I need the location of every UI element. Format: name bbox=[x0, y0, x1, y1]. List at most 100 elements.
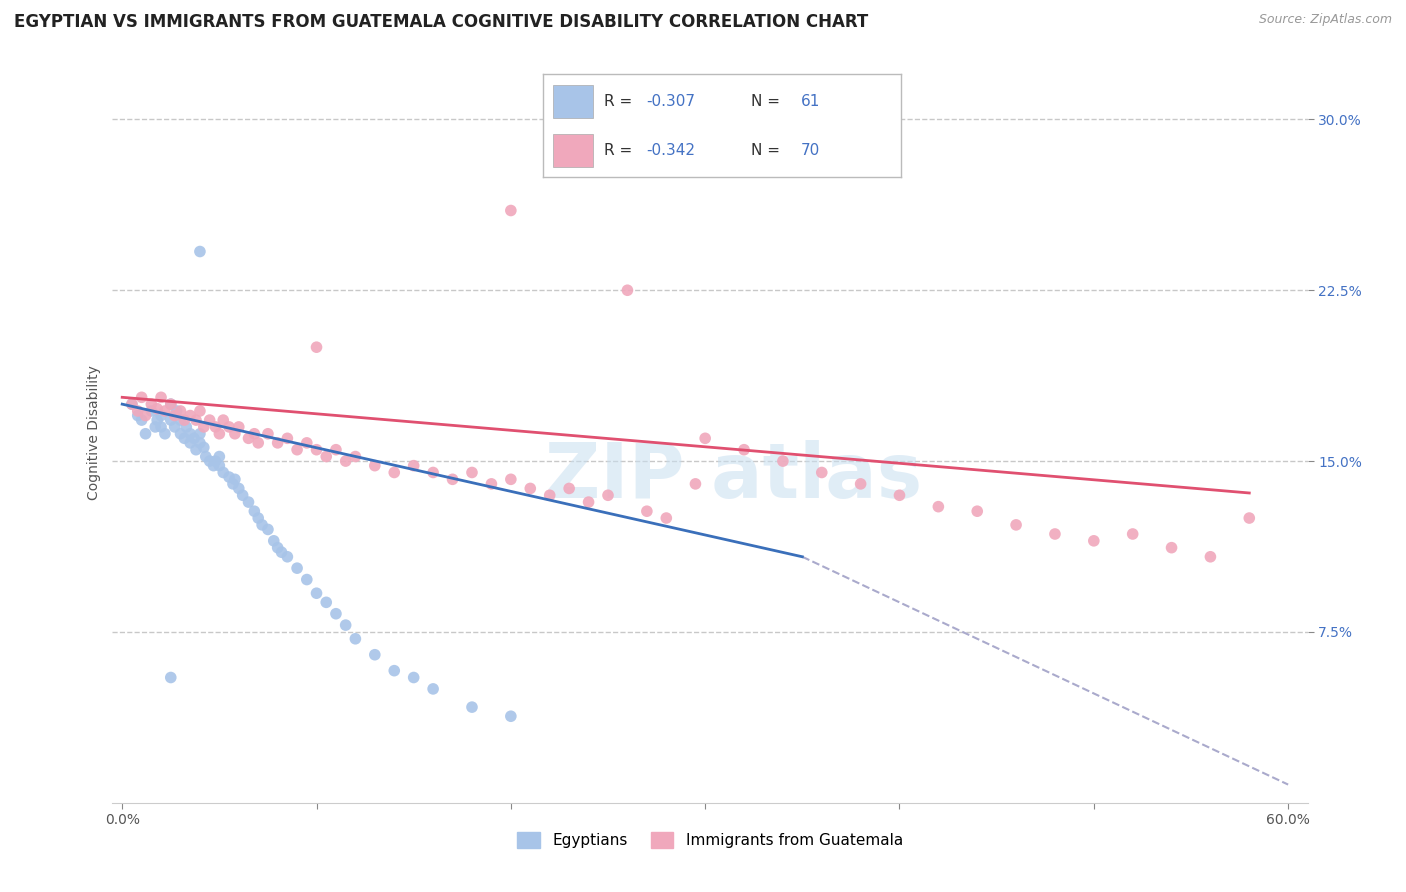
Point bbox=[159, 671, 181, 685]
Point bbox=[344, 632, 367, 646]
Point bbox=[422, 466, 444, 480]
Point bbox=[188, 435, 211, 450]
Point bbox=[179, 435, 201, 450]
Text: ZIP atlas: ZIP atlas bbox=[546, 440, 922, 514]
Point bbox=[499, 472, 522, 486]
Point bbox=[266, 435, 288, 450]
Point bbox=[1083, 533, 1105, 548]
Point bbox=[382, 664, 405, 678]
Point bbox=[163, 420, 186, 434]
Point bbox=[150, 409, 173, 423]
Point bbox=[499, 203, 522, 218]
Point bbox=[173, 413, 195, 427]
Point bbox=[276, 549, 298, 564]
Point bbox=[596, 488, 619, 502]
Point bbox=[204, 420, 226, 434]
Point bbox=[636, 504, 658, 518]
Point bbox=[335, 618, 357, 632]
Point bbox=[222, 476, 245, 491]
Point bbox=[325, 607, 347, 621]
Point bbox=[243, 426, 266, 441]
Point bbox=[305, 586, 328, 600]
Point bbox=[146, 413, 169, 427]
Point bbox=[153, 426, 176, 441]
Point bbox=[150, 420, 173, 434]
Point bbox=[461, 700, 484, 714]
Point bbox=[325, 442, 347, 457]
Point bbox=[183, 431, 205, 445]
Point bbox=[159, 397, 181, 411]
Point bbox=[461, 466, 484, 480]
Point bbox=[179, 409, 201, 423]
Point bbox=[188, 244, 211, 259]
Point bbox=[519, 482, 541, 496]
Text: Source: ZipAtlas.com: Source: ZipAtlas.com bbox=[1258, 13, 1392, 27]
Point bbox=[305, 340, 328, 354]
Point bbox=[193, 420, 215, 434]
Point bbox=[146, 401, 169, 416]
Point bbox=[285, 561, 308, 575]
Point bbox=[150, 390, 173, 404]
Point bbox=[578, 495, 600, 509]
Point bbox=[184, 413, 207, 427]
Point bbox=[481, 476, 503, 491]
Point bbox=[194, 450, 217, 464]
Point bbox=[176, 420, 198, 434]
Point bbox=[247, 511, 270, 525]
Point bbox=[238, 431, 260, 445]
Point bbox=[212, 413, 235, 427]
Point bbox=[141, 397, 163, 411]
Point bbox=[208, 426, 231, 441]
Point bbox=[198, 454, 221, 468]
Point bbox=[257, 523, 280, 537]
Point bbox=[228, 482, 250, 496]
Point bbox=[127, 409, 149, 423]
Point bbox=[263, 533, 285, 548]
Point bbox=[364, 648, 387, 662]
Point bbox=[184, 442, 207, 457]
Point bbox=[208, 450, 231, 464]
Point bbox=[315, 595, 337, 609]
Point bbox=[315, 450, 337, 464]
Point bbox=[204, 454, 226, 468]
Point bbox=[422, 681, 444, 696]
Point bbox=[173, 431, 195, 445]
Point bbox=[1043, 527, 1066, 541]
Point bbox=[218, 470, 240, 484]
Point bbox=[733, 442, 755, 457]
Point bbox=[344, 450, 367, 464]
Point bbox=[131, 390, 153, 404]
Point bbox=[179, 426, 201, 441]
Point bbox=[202, 458, 225, 473]
Point bbox=[127, 404, 149, 418]
Point bbox=[295, 573, 318, 587]
Point bbox=[402, 671, 425, 685]
Point bbox=[208, 458, 231, 473]
Point bbox=[169, 404, 191, 418]
Point bbox=[402, 458, 425, 473]
Point bbox=[966, 504, 988, 518]
Point bbox=[1005, 517, 1028, 532]
Point bbox=[285, 442, 308, 457]
Y-axis label: Cognitive Disability: Cognitive Disability bbox=[87, 365, 101, 500]
Point bbox=[441, 472, 464, 486]
Point bbox=[224, 472, 246, 486]
Point bbox=[266, 541, 288, 555]
Point bbox=[159, 413, 181, 427]
Point bbox=[166, 404, 188, 418]
Point bbox=[616, 283, 638, 297]
Point bbox=[927, 500, 949, 514]
Point bbox=[134, 409, 156, 423]
Point bbox=[243, 504, 266, 518]
Point bbox=[163, 409, 186, 423]
Point bbox=[1239, 511, 1261, 525]
Point bbox=[257, 426, 280, 441]
Point bbox=[212, 466, 235, 480]
Point bbox=[238, 495, 260, 509]
Point bbox=[1160, 541, 1182, 555]
Point bbox=[335, 454, 357, 468]
Point bbox=[121, 397, 143, 411]
Point bbox=[159, 397, 181, 411]
Point bbox=[224, 426, 246, 441]
Point bbox=[364, 458, 387, 473]
